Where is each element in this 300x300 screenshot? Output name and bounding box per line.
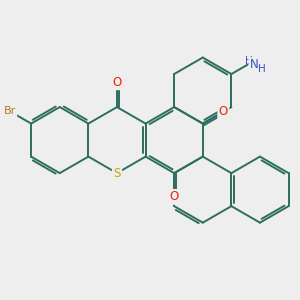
Text: H: H bbox=[245, 56, 253, 66]
Text: H: H bbox=[258, 64, 266, 74]
Text: O: O bbox=[169, 190, 179, 203]
Text: O: O bbox=[219, 105, 228, 118]
Text: S: S bbox=[113, 167, 121, 180]
Text: O: O bbox=[112, 76, 122, 89]
Text: Br: Br bbox=[4, 106, 16, 116]
Text: N: N bbox=[250, 58, 259, 71]
